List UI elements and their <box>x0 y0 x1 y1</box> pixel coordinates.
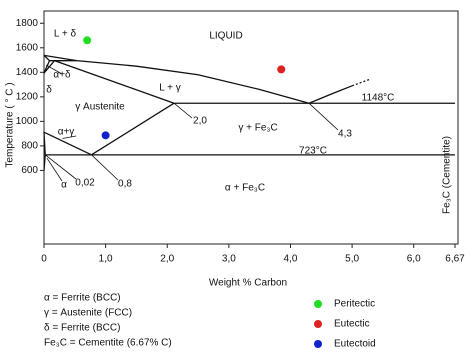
legend-label: Eutectoid <box>334 339 376 350</box>
x-tick-label: 0 <box>41 254 47 265</box>
y-tick-label: 1400 <box>16 67 39 78</box>
annotation: 0,8 <box>118 179 132 190</box>
x-tick-label: 6,67 <box>445 254 465 265</box>
note: δ = Ferrite (BCC) <box>44 323 120 334</box>
annotation: α+γ <box>58 127 75 138</box>
pointer <box>91 154 119 181</box>
legend-marker <box>314 340 322 348</box>
annotation: γ Austenite <box>75 102 125 113</box>
annotation: δ <box>46 85 52 96</box>
legend-marker <box>314 320 322 328</box>
pointer <box>62 135 77 139</box>
x-tick-label: 4,0 <box>284 254 298 265</box>
note: γ = Austenite (FCC) <box>44 308 132 319</box>
annotation: Fe₃C (Cementite) <box>442 136 453 214</box>
y-tick-label: 1600 <box>16 42 39 53</box>
y-tick-label: 800 <box>21 141 38 152</box>
y-tick-label: 1200 <box>16 91 39 102</box>
annotation: α+δ <box>53 70 71 81</box>
phase-boundary <box>43 131 92 156</box>
x-axis-title: Weight % Carbon <box>209 278 287 289</box>
x-tick-label: 1,0 <box>99 254 113 265</box>
annotation: L + γ <box>159 83 181 94</box>
x-tick-label: 5,0 <box>345 254 359 265</box>
legend-label: Eutectic <box>334 319 370 330</box>
annotation: LIQUID <box>209 31 242 42</box>
annotation: α + Fe₃C <box>225 183 265 194</box>
phase-point <box>277 65 286 74</box>
phase-boundary <box>43 54 50 62</box>
plot-frame <box>43 10 459 245</box>
legend-marker <box>314 300 322 308</box>
annotation: γ + Fe₃C <box>238 123 277 134</box>
y-axis-title: Temperature ( ° C ) <box>5 82 16 167</box>
annotation: 2,0 <box>193 116 207 127</box>
annotation: 1148°C <box>362 93 395 104</box>
x-tick-label: 3,0 <box>222 254 236 265</box>
x-tick-label: 2,0 <box>160 254 174 265</box>
pointer <box>308 102 339 131</box>
annotation: α <box>61 180 67 191</box>
annotation: L + δ <box>54 29 77 40</box>
phase-boundary <box>54 60 175 104</box>
note: Fe₃C = Cementite (6.67% C) <box>44 338 172 349</box>
y-tick-label: 1000 <box>16 116 39 127</box>
pointer <box>46 157 63 182</box>
pointer <box>173 102 193 119</box>
x-tick-label: 6,0 <box>407 254 421 265</box>
phase-boundary <box>351 78 371 87</box>
phase-boundary <box>91 102 175 156</box>
phase-boundary <box>43 54 310 104</box>
annotation: 0,02 <box>75 178 95 189</box>
phase-point <box>83 36 92 45</box>
pointer <box>44 154 77 180</box>
phase-point <box>101 131 110 140</box>
pointer <box>45 64 63 75</box>
annotation: 723°C <box>299 146 327 157</box>
phase-boundary <box>308 85 353 104</box>
y-tick-label: 1800 <box>16 18 39 29</box>
y-tick-label: 600 <box>21 165 38 176</box>
legend-label: Peritectic <box>334 299 375 310</box>
annotation: 4,3 <box>338 129 352 140</box>
note: α = Ferrite (BCC) <box>44 293 121 304</box>
